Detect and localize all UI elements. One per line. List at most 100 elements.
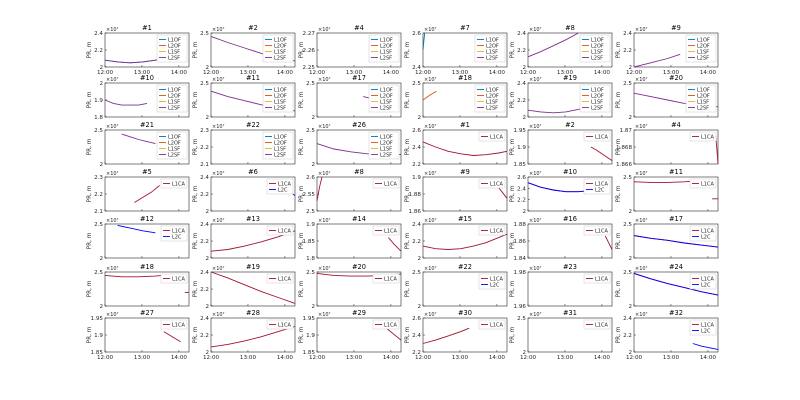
panel-30-ylabel: PR, m [616, 232, 622, 249]
panel-25-series-l2c [117, 224, 156, 234]
panel-5-xtick-label: 14:00 [594, 70, 611, 76]
panel-26-ytick-label: 2.4 [200, 222, 209, 228]
panel-28-exponent: ×10⁷ [424, 218, 437, 224]
panel-7-legend-label-l2sf: L2SF [168, 105, 180, 111]
panel-12-legend-label-l1sf: L1SF [697, 99, 709, 105]
panel-13-title: #21 [140, 121, 154, 129]
panel-2-ytick-label: 2.5 [200, 31, 209, 37]
panel-32-ytick-label: 2.4 [200, 270, 209, 276]
panel-37-ylabel: PR, m [87, 326, 93, 343]
panel-10-title: #18 [458, 74, 472, 82]
panel-17-series-l1ca [590, 146, 613, 161]
panel-6-ytick-label: 2.2 [623, 48, 632, 54]
panel-27-legend [372, 225, 400, 236]
panel-38-legend [266, 319, 294, 330]
panel-38-ylabel: PR, m [193, 326, 199, 343]
panel-1-ylabel: PR, m [87, 41, 93, 58]
panel-40-xtick-label: 14:00 [489, 355, 506, 361]
panel-27-legend-label-l1ca: L1CA [384, 228, 397, 234]
panel-5-ytick-label: 2.2 [517, 48, 526, 54]
panel-1-ytick-label: 2 [99, 65, 103, 71]
panel-20-ylabel: PR, m [193, 185, 199, 202]
panel-7-legend-label-l1of: L1OF [168, 87, 181, 93]
panel-30-title: #17 [669, 215, 683, 223]
panel-25-legend-label-l1ca: L1CA [172, 228, 185, 234]
panel-28-ytick-label: 2 [417, 256, 421, 262]
panel-19-legend [160, 178, 188, 189]
panel-40-ytick-label: 2.6 [412, 316, 421, 322]
panel-12-ytick-label: 2 [628, 115, 632, 121]
panel-22-title: #9 [460, 168, 470, 176]
panel-18-legend-label-l1ca: L1CA [701, 134, 714, 140]
panel-6-ylabel: PR, m [616, 41, 622, 58]
panel-19-series-l1ca [134, 185, 160, 203]
panel-42-xtick-label: 14:00 [700, 355, 717, 361]
panel-4-ytick-label: 2.6 [412, 31, 421, 37]
panel-1-legend-label-l1sf: L1SF [168, 49, 180, 55]
panel-41-legend-label-l1ca: L1CA [595, 322, 608, 328]
panel-29-series-l1ca [604, 235, 613, 250]
panel-14-ytick-label: 2.1 [200, 162, 209, 168]
panel-21-ytick-label: 2.55 [303, 192, 316, 198]
panel-6-xtick-label: 14:00 [700, 70, 717, 76]
panel-23-exponent: ×10⁷ [529, 171, 542, 177]
panel-30-ytick-label: 2.5 [623, 222, 632, 228]
panel-20-legend-label-l1ca: L1CA [278, 181, 291, 187]
panel-29-legend-label-l1ca: L1CA [595, 228, 608, 234]
panel-11-ytick-label: 2 [522, 115, 526, 121]
panel-18-ytick-label: 1.87 [620, 128, 633, 134]
panel-3-title: #4 [354, 24, 364, 32]
panel-26-title: #13 [246, 215, 260, 223]
panel-39-xtick-label: 14:00 [383, 355, 400, 361]
panel-19-exponent: ×10⁷ [106, 171, 119, 177]
panel-2-xtick-label: 14:00 [277, 70, 294, 76]
panel-5-ytick-label: 2.4 [517, 31, 526, 37]
panel-3-legend-label-l2sf: L2SF [380, 55, 392, 61]
panel-31-ylabel: PR, m [87, 280, 93, 297]
panel-37-series-l1ca [163, 331, 181, 343]
panel-39-axes [316, 317, 402, 353]
panel-14-ylabel: PR, m [193, 138, 199, 155]
panel-15-ytick-label: 2 [311, 162, 315, 168]
panel-38-xtick-label: 13:00 [240, 355, 257, 361]
panel-22-legend [478, 178, 506, 189]
panel-36-title: #24 [669, 263, 683, 271]
panel-28-ytick-label: 2.4 [412, 222, 421, 228]
panel-33-ylabel: PR, m [299, 280, 305, 297]
panel-24-exponent: ×10⁷ [635, 171, 648, 177]
panel-15-legend-label-l2of: L2OF [380, 140, 393, 146]
panel-39-legend-label-l1ca: L1CA [384, 322, 397, 328]
panel-1-ytick-label: 2.2 [94, 48, 103, 54]
panel-4-legend-label-l1of: L1OF [486, 37, 499, 43]
panel-3-legend-label-l1sf: L1SF [380, 49, 392, 55]
panel-16-ytick-label: 2.6 [412, 128, 421, 134]
panel-41-ytick-label: 2.5 [517, 316, 526, 322]
panel-2-legend-label-l1sf: L1SF [274, 49, 286, 55]
panel-16-legend [478, 131, 506, 142]
panel-37-ytick-label: 1.85 [91, 350, 104, 356]
panel-14-legend-label-l1sf: L1SF [274, 146, 286, 152]
panel-3-xtick-label: 14:00 [383, 70, 400, 76]
panel-32-ytick-label: 2.2 [200, 287, 209, 293]
panel-18-title: #4 [671, 121, 681, 129]
panel-39-xtick-label: 13:00 [346, 355, 363, 361]
panel-40-xtick-label: 13:00 [452, 355, 469, 361]
panel-33-legend-label-l1ca: L1CA [384, 276, 397, 282]
panel-33-legend [372, 273, 400, 284]
panel-17-legend-label-l1ca: L1CA [595, 134, 608, 140]
panel-5-legend-label-l1sf: L1SF [591, 49, 603, 55]
panel-7-ylabel: PR, m [87, 91, 93, 108]
panel-18-ytick-label: 1.866 [616, 162, 632, 168]
panel-42-legend [689, 319, 717, 336]
panel-38-exponent: ×10⁷ [212, 312, 225, 318]
panel-6-exponent: ×10⁷ [635, 27, 648, 33]
panel-9-ytick-label: 2.5 [306, 81, 315, 87]
panel-21-exponent: ×10⁷ [318, 171, 331, 177]
panel-42-legend-label-l1ca: L1CA [701, 322, 714, 328]
panel-18-ytick-label: 1.868 [616, 145, 632, 151]
panel-5-ytick-label: 2 [522, 65, 526, 71]
panel-13-ylabel: PR, m [87, 138, 93, 155]
panel-22-ylabel: PR, m [405, 185, 411, 202]
panel-39-ylabel: PR, m [299, 326, 305, 343]
panel-34-legend-label-l2c: L2C [490, 282, 500, 288]
